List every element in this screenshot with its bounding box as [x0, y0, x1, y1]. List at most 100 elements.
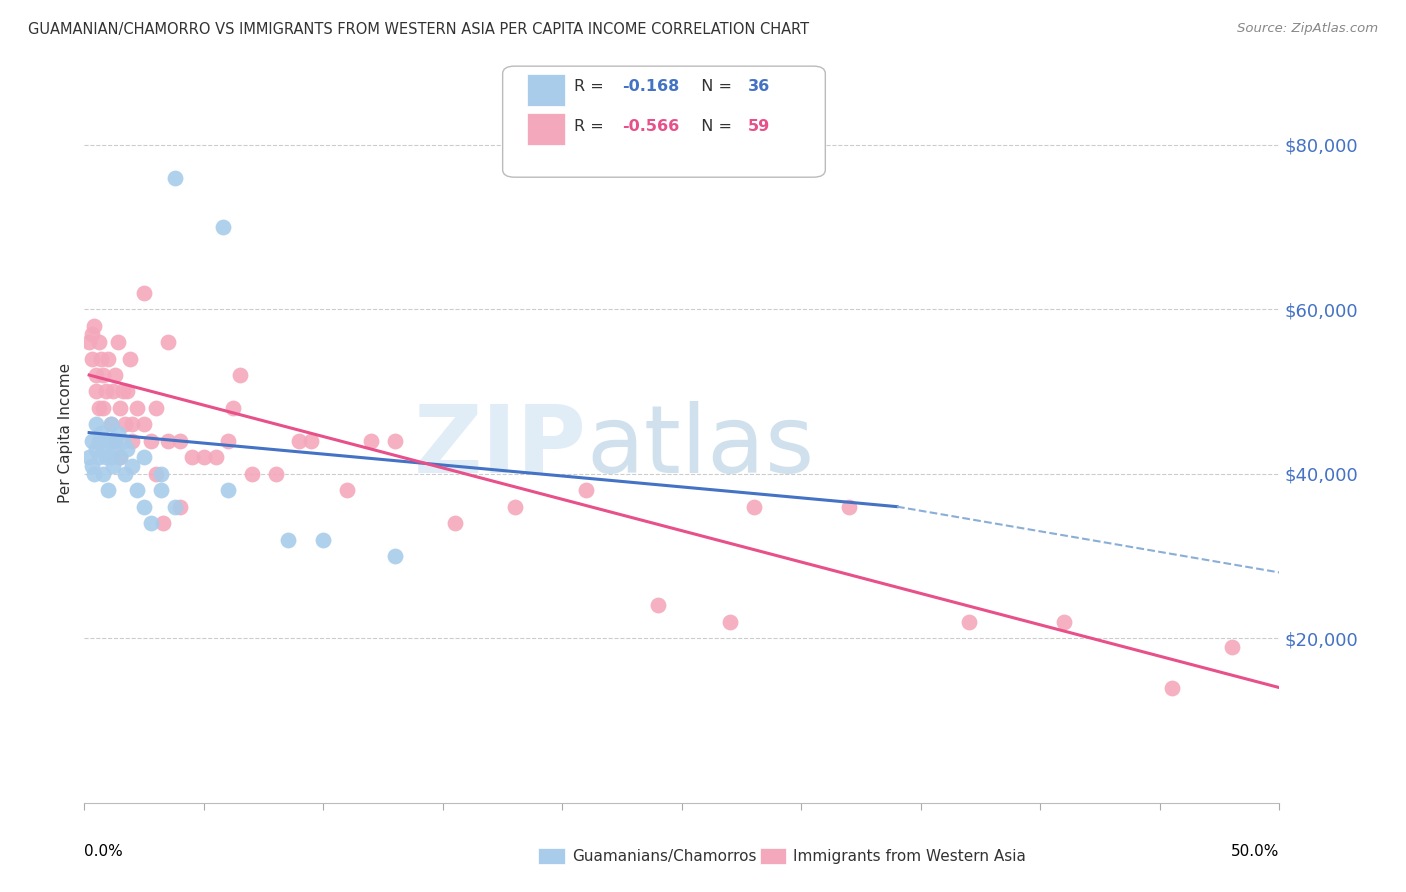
- Point: [121, 417, 143, 432]
- Point: [86, 417, 108, 432]
- Point: [132, 285, 156, 300]
- Point: [205, 450, 228, 465]
- Point: [110, 450, 132, 465]
- Point: [86, 368, 108, 382]
- Point: [240, 467, 263, 481]
- Point: [217, 434, 239, 448]
- Point: [125, 401, 148, 415]
- Point: [132, 417, 156, 432]
- Point: [93, 368, 115, 382]
- Point: [90, 425, 112, 440]
- Point: [145, 401, 167, 415]
- Point: [141, 434, 163, 448]
- Point: [212, 219, 235, 234]
- Point: [145, 467, 167, 481]
- FancyBboxPatch shape: [503, 66, 825, 178]
- Point: [141, 516, 163, 530]
- Text: GUAMANIAN/CHAMORRO VS IMMIGRANTS FROM WESTERN ASIA PER CAPITA INCOME CORRELATION: GUAMANIAN/CHAMORRO VS IMMIGRANTS FROM WE…: [28, 22, 810, 37]
- Point: [101, 434, 124, 448]
- Point: [90, 351, 112, 366]
- Point: [117, 384, 139, 399]
- Point: [360, 434, 382, 448]
- Point: [111, 384, 134, 399]
- Text: ZIP: ZIP: [413, 401, 586, 493]
- Point: [165, 170, 187, 185]
- Point: [312, 533, 335, 547]
- Point: [132, 500, 156, 514]
- Text: 36: 36: [748, 79, 770, 95]
- Point: [165, 500, 187, 514]
- Point: [117, 442, 139, 456]
- Point: [94, 384, 117, 399]
- Point: [217, 483, 239, 498]
- Point: [221, 401, 243, 415]
- Point: [384, 549, 406, 563]
- Text: N =: N =: [692, 120, 738, 135]
- Point: [1053, 615, 1076, 629]
- Point: [288, 434, 311, 448]
- Point: [110, 450, 132, 465]
- Point: [149, 483, 172, 498]
- FancyBboxPatch shape: [527, 73, 565, 106]
- Point: [97, 351, 120, 366]
- Point: [100, 450, 122, 465]
- Point: [838, 500, 860, 514]
- Point: [132, 450, 156, 465]
- Point: [104, 368, 127, 382]
- Point: [111, 434, 134, 448]
- Point: [80, 458, 103, 473]
- Point: [100, 417, 122, 432]
- Point: [114, 417, 136, 432]
- Point: [1161, 681, 1184, 695]
- Bar: [759, 848, 786, 864]
- Point: [77, 450, 100, 465]
- Text: R =: R =: [575, 120, 609, 135]
- Point: [118, 351, 141, 366]
- Text: -0.566: -0.566: [623, 120, 679, 135]
- Point: [87, 434, 110, 448]
- Point: [83, 318, 105, 333]
- Text: 50.0%: 50.0%: [1232, 844, 1279, 858]
- Point: [93, 401, 115, 415]
- Y-axis label: Per Capita Income: Per Capita Income: [58, 362, 73, 503]
- Point: [229, 368, 252, 382]
- Point: [87, 450, 110, 465]
- Point: [384, 434, 406, 448]
- FancyBboxPatch shape: [527, 112, 565, 145]
- Point: [93, 467, 115, 481]
- Point: [80, 434, 103, 448]
- Text: R =: R =: [575, 79, 609, 95]
- Point: [114, 467, 136, 481]
- Point: [121, 434, 143, 448]
- Point: [157, 434, 180, 448]
- Point: [503, 500, 526, 514]
- Point: [93, 442, 115, 456]
- Point: [101, 458, 124, 473]
- Text: Source: ZipAtlas.com: Source: ZipAtlas.com: [1237, 22, 1378, 36]
- Point: [742, 500, 765, 514]
- Point: [277, 533, 299, 547]
- Point: [97, 483, 120, 498]
- Point: [301, 434, 323, 448]
- Point: [264, 467, 287, 481]
- Point: [647, 599, 669, 613]
- Point: [575, 483, 598, 498]
- Point: [107, 425, 129, 440]
- Point: [86, 384, 108, 399]
- Point: [149, 467, 172, 481]
- Text: 0.0%: 0.0%: [84, 844, 124, 858]
- Point: [83, 467, 105, 481]
- Point: [87, 401, 110, 415]
- Point: [77, 335, 100, 350]
- Point: [121, 458, 143, 473]
- Point: [193, 450, 215, 465]
- Point: [152, 516, 174, 530]
- Point: [444, 516, 467, 530]
- Point: [87, 335, 110, 350]
- Point: [1220, 640, 1243, 654]
- Point: [107, 335, 129, 350]
- Point: [80, 351, 103, 366]
- Point: [125, 483, 148, 498]
- Point: [97, 434, 120, 448]
- Point: [718, 615, 741, 629]
